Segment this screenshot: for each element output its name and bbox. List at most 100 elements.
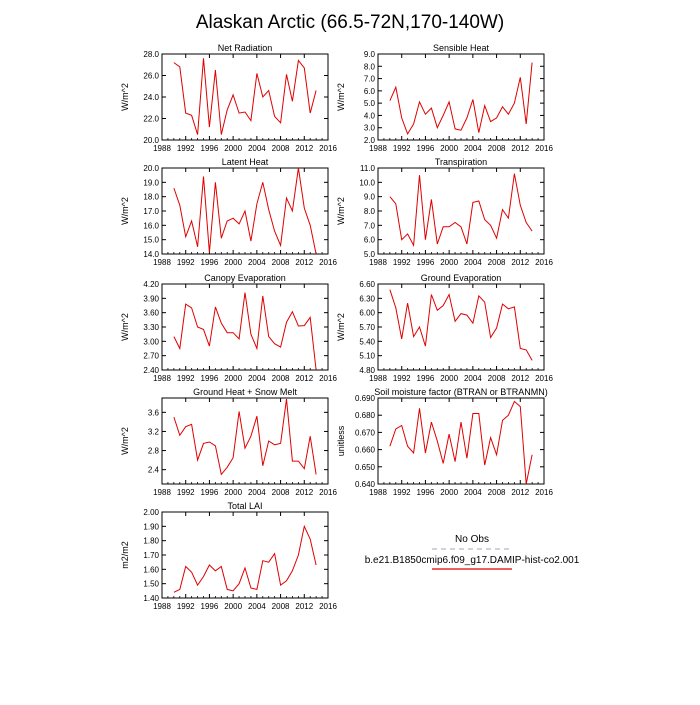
y-tick-label: 20.0 (143, 136, 159, 145)
y-tick-label: 17.0 (143, 207, 159, 216)
chart-panel-6: Ground Evaporation W/m^2 1988 1992 1996 2000 2… (336, 273, 553, 383)
x-tick-label: 1992 (177, 602, 195, 611)
panels: Net Radiation W/m^2 1988 1992 1996 2000 2004 20… (120, 43, 553, 611)
y-tick-label: 0.660 (355, 446, 376, 455)
x-tick-label: 2004 (464, 488, 482, 497)
x-tick-label: 1996 (201, 258, 219, 267)
y-tick-label: 6.0 (364, 236, 376, 245)
y-axis-label: m2/m2 (120, 541, 130, 569)
legend-obs-label: No Obs (455, 534, 489, 545)
y-tick-label: 2.8 (148, 447, 160, 456)
y-tick-label: 1.60 (143, 565, 159, 574)
y-tick-label: 18.0 (143, 193, 159, 202)
y-tick-label: 11.0 (360, 164, 376, 173)
x-tick-label: 1996 (201, 374, 219, 383)
y-tick-label: 0.650 (355, 463, 376, 472)
series-line (173, 58, 317, 135)
x-tick-label: 1992 (177, 374, 195, 383)
x-tick-label: 1988 (369, 258, 387, 267)
y-axis-label: W/m^2 (336, 197, 346, 225)
x-tick-label: 2000 (224, 144, 242, 153)
y-tick-label: 0.640 (355, 480, 376, 489)
chart-panel-2: Sensible Heat W/m^2 1988 1992 1996 2000 2004 20… (336, 43, 553, 153)
x-tick-label: 1996 (417, 488, 435, 497)
x-tick-label: 1992 (177, 144, 195, 153)
plot-frame (161, 283, 329, 371)
x-tick-label: 1992 (393, 258, 411, 267)
x-tick-label: 2016 (535, 144, 553, 153)
y-tick-label: 4.20 (143, 280, 159, 289)
y-tick-label: 22.0 (143, 115, 159, 124)
y-tick-label: 1.40 (143, 594, 159, 603)
y-tick-label: 5.70 (359, 323, 375, 332)
chart-panel-7: Ground Heat + Snow Melt W/m^2 1988 1992 1996… (120, 387, 337, 497)
y-tick-label: 6.60 (359, 280, 375, 289)
y-tick-label: 26.0 (143, 72, 159, 81)
y-axis-label: W/m^2 (120, 313, 130, 341)
y-tick-label: 3.60 (143, 309, 159, 318)
y-axis-label: W/m^2 (120, 197, 130, 225)
panel-title: Canopy Evaporation (204, 273, 286, 283)
x-tick-label: 1992 (177, 258, 195, 267)
y-tick-label: 9.0 (364, 50, 376, 59)
panel-title: Ground Heat + Snow Melt (193, 387, 297, 397)
y-tick-label: 7.0 (364, 221, 376, 230)
y-tick-label: 2.0 (364, 136, 376, 145)
y-tick-label: 6.30 (359, 294, 375, 303)
x-tick-label: 1992 (177, 488, 195, 497)
x-tick-label: 1996 (201, 602, 219, 611)
x-tick-label: 2016 (319, 488, 337, 497)
x-tick-label: 2008 (488, 144, 506, 153)
x-tick-label: 2004 (248, 602, 266, 611)
x-tick-label: 2008 (272, 602, 290, 611)
y-tick-label: 16.0 (143, 221, 159, 230)
x-tick-label: 2016 (319, 602, 337, 611)
y-tick-label: 4.0 (364, 111, 376, 120)
x-tick-label: 1992 (393, 488, 411, 497)
x-tick-label: 2008 (272, 488, 290, 497)
x-tick-label: 2012 (295, 144, 313, 153)
chart-panel-3: Latent Heat W/m^2 1988 1992 1996 2000 2004 2008… (120, 157, 337, 267)
plot-frame (377, 283, 545, 371)
chart-panel-1: Net Radiation W/m^2 1988 1992 1996 2000 2004 20… (120, 43, 337, 153)
x-tick-label: 2012 (295, 602, 313, 611)
legend: No Obs b.e21.B1850cmip6.f09_g17.DAMIP-hi… (365, 534, 580, 570)
chart-panel-8: Soil moisture factor (BTRAN or BTRANMN) u… (336, 387, 553, 497)
x-tick-label: 2012 (511, 488, 529, 497)
y-tick-label: 5.10 (359, 352, 375, 361)
chart-panel-4: Transpiration W/m^2 1988 1992 1996 2000 2004 20… (336, 157, 553, 267)
panel-title: Ground Evaporation (421, 273, 502, 283)
x-tick-label: 2012 (295, 258, 313, 267)
y-tick-label: 5.0 (364, 99, 376, 108)
y-tick-label: 9.0 (364, 193, 376, 202)
series-line (389, 173, 533, 248)
x-tick-label: 2004 (464, 374, 482, 383)
x-tick-label: 2000 (224, 374, 242, 383)
x-tick-label: 2000 (224, 602, 242, 611)
y-tick-label: 3.00 (143, 337, 159, 346)
x-tick-label: 2016 (535, 488, 553, 497)
x-tick-label: 1996 (417, 258, 435, 267)
y-tick-label: 3.30 (143, 323, 159, 332)
y-tick-label: 1.50 (143, 580, 159, 589)
y-tick-label: 3.90 (143, 294, 159, 303)
x-tick-label: 2016 (535, 258, 553, 267)
x-tick-label: 2008 (272, 144, 290, 153)
x-tick-label: 2008 (272, 374, 290, 383)
legend-model-label: b.e21.B1850cmip6.f09_g17.DAMIP-hist-co2.… (365, 555, 580, 566)
y-tick-label: 14.0 (143, 250, 159, 259)
y-axis-label: W/m^2 (120, 427, 130, 455)
y-tick-label: 5.0 (364, 250, 376, 259)
x-tick-label: 2012 (295, 374, 313, 383)
figure-title: Alaskan Arctic (66.5-72N,170-140W) (196, 12, 504, 33)
y-tick-label: 19.0 (143, 178, 159, 187)
x-tick-label: 2008 (488, 258, 506, 267)
x-tick-label: 1988 (153, 488, 171, 497)
y-tick-label: 0.670 (355, 428, 376, 437)
x-tick-label: 1992 (393, 144, 411, 153)
y-tick-label: 3.0 (364, 124, 376, 133)
x-tick-label: 1988 (369, 488, 387, 497)
y-tick-label: 28.0 (143, 50, 159, 59)
panel-title: Total LAI (227, 501, 262, 511)
